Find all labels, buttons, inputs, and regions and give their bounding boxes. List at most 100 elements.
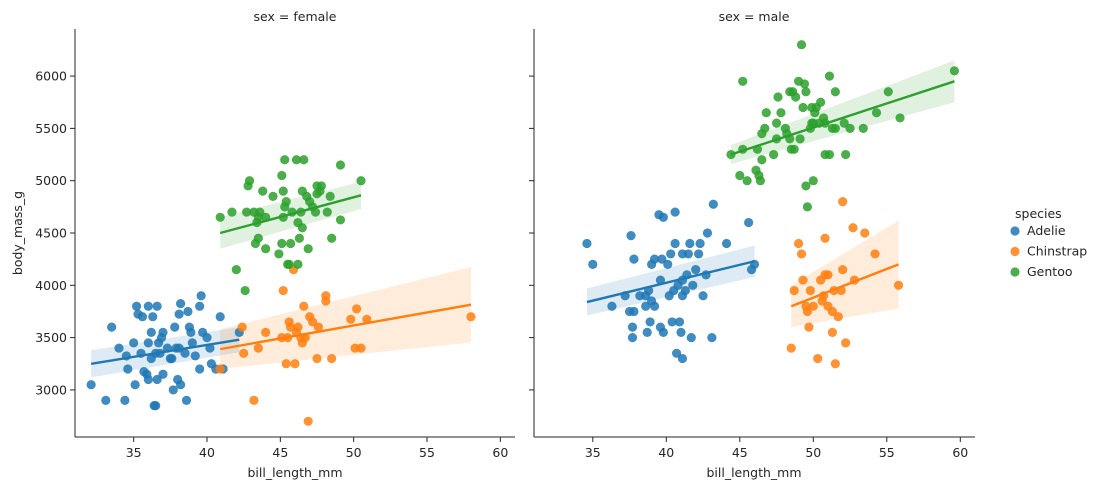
- point-adelie: [645, 317, 655, 327]
- point-adelie: [176, 299, 186, 309]
- point-adelie: [202, 333, 212, 343]
- point-gentoo: [335, 215, 346, 225]
- x-tick-label: 50: [805, 445, 821, 460]
- point-gentoo: [830, 123, 840, 133]
- point-gentoo: [845, 123, 855, 133]
- point-adelie: [137, 312, 148, 322]
- point-adelie: [626, 231, 636, 241]
- legend: species Adelie Chinstrap Gentoo: [1010, 206, 1087, 279]
- point-gentoo: [215, 212, 225, 222]
- point-chinstrap: [860, 228, 870, 238]
- point-gentoo: [280, 155, 290, 165]
- point-adelie: [677, 353, 688, 364]
- panel-female: sex = female 3000 3500 4000 4500 5000 5500 600…: [35, 9, 515, 480]
- point-chinstrap: [237, 322, 247, 332]
- point-adelie: [215, 312, 225, 322]
- point-chinstrap: [249, 395, 259, 405]
- y-tick-label: 5500: [35, 121, 67, 136]
- y-tick-label: 4500: [35, 226, 67, 241]
- point-gentoo: [310, 207, 321, 217]
- point-chinstrap: [312, 353, 322, 364]
- legend-marker-adelie: [1010, 226, 1020, 236]
- point-adelie: [129, 338, 139, 348]
- point-chinstrap: [293, 322, 303, 332]
- point-gentoo: [791, 92, 801, 102]
- point-gentoo: [291, 155, 302, 165]
- point-adelie: [627, 322, 638, 332]
- point-gentoo: [299, 155, 309, 165]
- point-adelie: [671, 348, 682, 358]
- point-adelie: [629, 254, 639, 264]
- point-gentoo: [284, 259, 294, 269]
- point-adelie: [588, 259, 598, 269]
- point-gentoo: [871, 108, 882, 118]
- point-adelie: [132, 301, 142, 311]
- point-gentoo: [293, 259, 303, 269]
- point-gentoo: [244, 176, 255, 186]
- point-chinstrap: [327, 353, 337, 364]
- legend-label-chinstrap: Chinstrap: [1027, 244, 1087, 259]
- point-gentoo: [761, 108, 771, 118]
- point-adelie: [680, 285, 691, 296]
- point-adelie: [607, 301, 617, 311]
- point-gentoo: [253, 233, 263, 243]
- x-tick-label: 35: [585, 445, 601, 460]
- x-tick-label: 50: [346, 445, 362, 460]
- point-gentoo: [883, 87, 893, 97]
- fit-line-gentoo: [730, 80, 955, 156]
- point-gentoo: [356, 176, 366, 186]
- legend-title: species: [1015, 206, 1062, 221]
- point-chinstrap: [838, 197, 848, 207]
- point-gentoo: [757, 155, 767, 165]
- point-gentoo: [807, 118, 817, 128]
- point-gentoo: [242, 207, 252, 217]
- point-gentoo: [820, 149, 830, 160]
- panel-title-female: sex = female: [254, 9, 337, 24]
- point-adelie: [86, 380, 96, 390]
- x-tick-label: 40: [658, 445, 674, 460]
- point-gentoo: [735, 170, 745, 181]
- point-adelie: [168, 385, 178, 395]
- point-chinstrap: [239, 348, 249, 358]
- x-tick-label: 55: [419, 445, 435, 460]
- point-adelie: [629, 306, 639, 317]
- point-adelie: [174, 309, 184, 319]
- point-adelie: [663, 259, 673, 269]
- point-adelie: [152, 374, 162, 385]
- point-gentoo: [755, 176, 765, 186]
- x-tick-label: 45: [732, 445, 748, 460]
- panel-male: sex = male 35 40 45 50 55 60 bill_length_mm: [529, 9, 975, 480]
- plot-area-female: [86, 155, 476, 426]
- point-adelie: [146, 327, 156, 337]
- point-chinstrap: [789, 285, 799, 296]
- point-adelie: [180, 348, 190, 358]
- point-chinstrap: [893, 280, 904, 290]
- fit-line-chinstrap: [219, 303, 472, 351]
- point-gentoo: [240, 285, 250, 296]
- y-tick-label: 4000: [35, 278, 67, 293]
- point-gentoo: [335, 160, 346, 170]
- point-chinstrap: [303, 416, 313, 426]
- point-gentoo: [769, 149, 779, 160]
- x-tick-label: 55: [879, 445, 895, 460]
- y-tick-label: 3500: [35, 330, 67, 345]
- plot-area-male: [582, 40, 960, 369]
- point-gentoo: [286, 238, 296, 249]
- point-adelie: [698, 291, 708, 301]
- point-adelie: [670, 207, 680, 217]
- point-adelie: [674, 317, 685, 327]
- point-adelie: [148, 312, 158, 322]
- x-tick-label: 40: [199, 445, 215, 460]
- point-chinstrap: [321, 296, 331, 306]
- point-gentoo: [258, 186, 268, 196]
- point-adelie: [641, 301, 651, 311]
- point-chinstrap: [356, 343, 366, 353]
- fit-line-adelie: [90, 338, 240, 365]
- point-gentoo: [327, 233, 337, 243]
- point-adelie: [130, 380, 140, 390]
- point-gentoo: [796, 40, 807, 50]
- point-gentoo: [808, 176, 818, 186]
- point-gentoo: [274, 249, 284, 259]
- point-adelie: [143, 301, 153, 311]
